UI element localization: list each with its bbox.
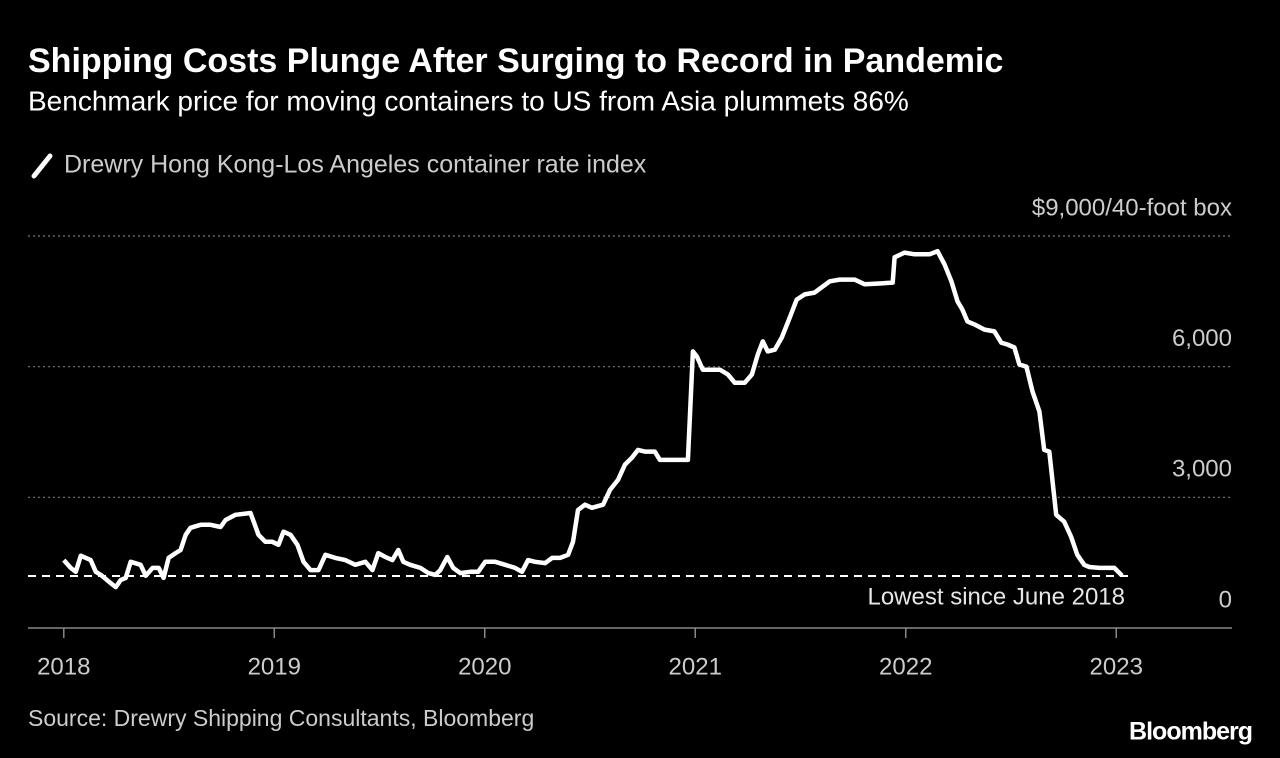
x-tick-label: 2021 (669, 653, 722, 680)
x-tick-label: 2020 (458, 653, 511, 680)
brand: Bloomberg (1129, 718, 1252, 746)
legend-label: Drewry Hong Kong-Los Angeles container r… (64, 151, 647, 179)
chart-subtitle: Benchmark price for moving containers to… (28, 85, 909, 116)
line (62, 248, 1124, 590)
source: Source: Drewry Shipping Consultants, Blo… (28, 705, 534, 731)
annotation-label: Lowest since June 2018 (867, 583, 1125, 610)
legend-swatch (31, 153, 53, 179)
x-tick-label: 2022 (879, 653, 932, 680)
y-tick-label: 0 (1219, 586, 1232, 613)
chart-title: Shipping Costs Plunge After Surging to R… (28, 42, 1003, 80)
x-tick-label: 2019 (248, 653, 301, 680)
x-tick-label: 2018 (37, 653, 90, 680)
x-tick-label: 2023 (1090, 653, 1143, 680)
y-tick-label: 3,000 (1172, 456, 1232, 483)
y-tick-label: $9,000/40-foot box (1032, 194, 1232, 221)
y-tick-label: 6,000 (1172, 325, 1232, 352)
